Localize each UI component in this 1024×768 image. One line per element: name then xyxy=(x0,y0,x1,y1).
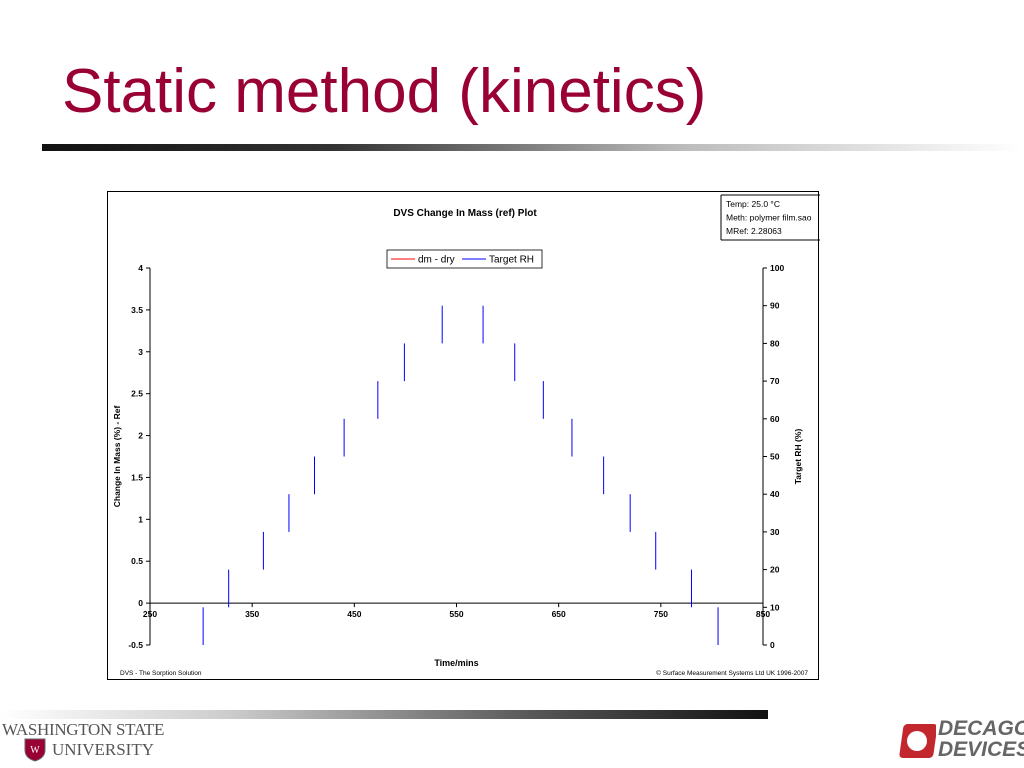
y-tick-label: 1 xyxy=(138,514,143,524)
x-tick-label: 250 xyxy=(143,609,157,619)
y-tick-label: 0.5 xyxy=(131,556,143,566)
info-box-line: MRef: 2.28063 xyxy=(726,226,782,236)
wsu-logo-line1: WASHINGTON STATE xyxy=(2,720,165,739)
y2-tick-label: 0 xyxy=(770,640,775,650)
x-tick-label: 850 xyxy=(756,609,770,619)
y-tick-label: 2.5 xyxy=(131,389,143,399)
y2-tick-label: 70 xyxy=(770,376,780,386)
decagon-logo-line1: DECAGON xyxy=(938,717,1024,740)
chart-footer-right: © Surface Measurement Systems Ltd UK 199… xyxy=(656,669,808,677)
chart-frame: DVS Change In Mass (ref) Plot Temp: 25.0 … xyxy=(107,191,820,680)
x-tick-label: 550 xyxy=(449,609,463,619)
info-box-line: Temp: 25.0 °C xyxy=(726,199,780,209)
legend-label-target-rh: Target RH xyxy=(489,255,534,266)
y-axis-label: Change In Mass (%) - Ref xyxy=(112,406,122,508)
y-tick-label: 1.5 xyxy=(131,472,143,482)
x-tick-label: 750 xyxy=(654,609,668,619)
decagon-mark-icon xyxy=(899,724,936,758)
dvs-chart: DVS Change In Mass (ref) Plot Temp: 25.0 … xyxy=(112,194,820,677)
title-divider xyxy=(42,144,1022,151)
wsu-logo: WASHINGTON STATE W UNIVERSITY xyxy=(2,716,164,766)
y2-tick-label: 100 xyxy=(770,263,784,273)
y2-tick-label: 80 xyxy=(770,338,780,348)
y-tick-label: 0 xyxy=(138,598,143,608)
y-tick-label: 3.5 xyxy=(131,305,143,315)
wsu-logo-line2: UNIVERSITY xyxy=(52,740,154,759)
y2-axis-label: Target RH (%) xyxy=(793,429,803,485)
x-tick-label: 450 xyxy=(347,609,361,619)
y-tick-label: -0.5 xyxy=(128,640,143,650)
decagon-logo-line2: DEVICES xyxy=(938,738,1024,761)
x-tick-label: 650 xyxy=(552,609,566,619)
y-tick-label: 2 xyxy=(138,431,143,441)
y2-tick-label: 60 xyxy=(770,414,780,424)
y2-tick-label: 50 xyxy=(770,452,780,462)
y2-tick-label: 10 xyxy=(770,602,780,612)
y2-tick-label: 20 xyxy=(770,565,780,575)
wsu-shield-icon: W xyxy=(24,738,46,762)
x-tick-label: 350 xyxy=(245,609,259,619)
svg-text:W: W xyxy=(30,745,40,756)
chart-title: DVS Change In Mass (ref) Plot xyxy=(393,208,537,219)
y2-tick-label: 30 xyxy=(770,527,780,537)
info-box-line: Meth: polymer film.sao xyxy=(726,213,812,223)
y-tick-label: 3 xyxy=(138,347,143,357)
legend-label-dm-dry: dm - dry xyxy=(418,255,455,266)
decagon-logo: DECAGON DEVICES xyxy=(896,718,1024,764)
chart-footer-left: DVS - The Sorption Solution xyxy=(120,670,202,677)
slide-title: Static method (kinetics) xyxy=(62,57,707,126)
y2-tick-label: 90 xyxy=(770,301,780,311)
y2-tick-label: 40 xyxy=(770,489,780,499)
y-tick-label: 4 xyxy=(138,263,143,273)
footer-divider xyxy=(0,710,768,719)
x-axis-label: Time/mins xyxy=(434,658,478,668)
